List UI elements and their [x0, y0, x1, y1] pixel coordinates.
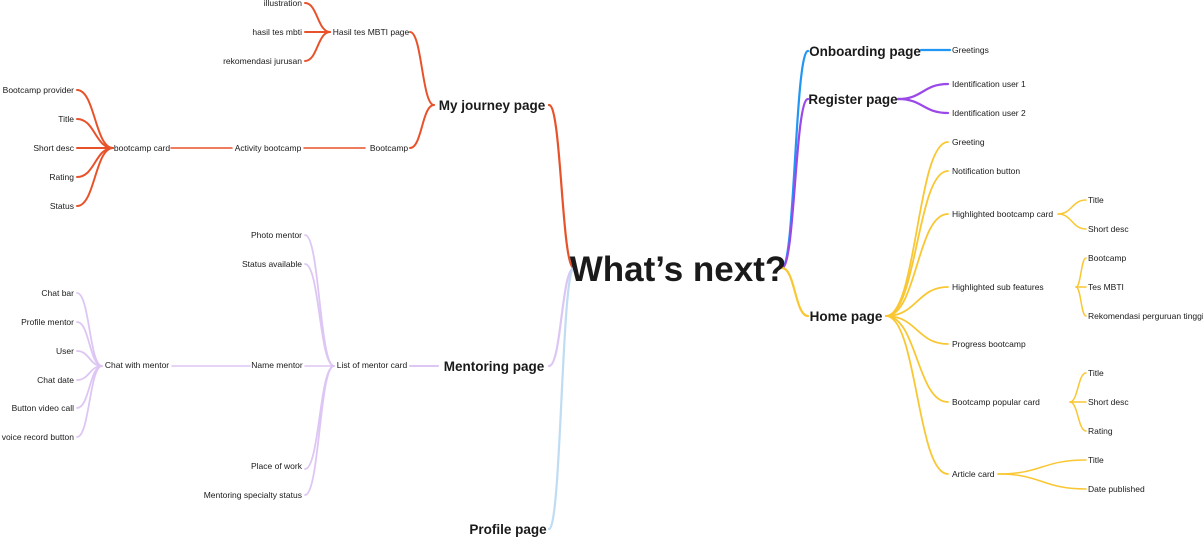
- node-voice-record-button: voice record button: [2, 432, 75, 442]
- node-illustration: illustration: [264, 0, 303, 8]
- node-profile-mentor: Profile mentor: [21, 317, 74, 327]
- node-notification-button: Notification button: [952, 166, 1020, 176]
- node-popular-card-title: Title: [1088, 368, 1104, 378]
- branch-onboarding-page: Onboarding page: [809, 44, 921, 59]
- node-name-mentor: Name mentor: [251, 360, 303, 370]
- node-sub-feature-bootcamp: Bootcamp: [1088, 253, 1127, 263]
- node-activity-bootcamp: Activity bootcamp: [235, 143, 302, 153]
- node-progress-bootcamp: Progress bootcamp: [952, 339, 1026, 349]
- node-hasil-tes-mbti: hasil tes mbti: [252, 27, 302, 37]
- edge-register-id1: [896, 82, 950, 101]
- node-bootcamp-title: Title: [58, 114, 74, 124]
- edge-chat-child-0: [76, 292, 103, 367]
- node-rekomendasi-jurusan: rekomendasi jurusan: [223, 56, 302, 66]
- node-bootcamp: Bootcamp: [370, 143, 409, 153]
- node-article-card: Article card: [952, 469, 995, 479]
- edge-home-child-0: [885, 141, 949, 317]
- edge-card-child-4: [76, 147, 114, 207]
- node-highlighted-sub-features: Highlighted sub features: [952, 282, 1044, 292]
- node-hasil-tes-mbti-page: Hasil tes MBTI page: [333, 27, 410, 37]
- node-bootcamp-card: bootcamp card: [114, 143, 170, 153]
- node-chat-date: Chat date: [37, 375, 74, 385]
- node-bootcamp-provider: Bootcamp provider: [3, 85, 75, 95]
- edge-mbti-child-0: [304, 2, 331, 33]
- edge-mbti-child-2: [304, 31, 331, 62]
- edge-article-title: [997, 459, 1087, 475]
- node-sub-feature-tes-mbti: Tes MBTI: [1088, 282, 1124, 292]
- root-node: What’s next?: [570, 250, 787, 289]
- edge-popular-child-2: [1069, 401, 1087, 432]
- edge-chat-child-5: [76, 365, 103, 438]
- branch-home-page: Home page: [810, 309, 883, 324]
- node-user: User: [56, 346, 74, 356]
- edge-journey-bootcamp: [409, 104, 435, 149]
- edge-subfeat-child-2: [1075, 286, 1087, 317]
- edge-list-child-3: [304, 365, 335, 496]
- node-highlighted-card-title: Title: [1088, 195, 1104, 205]
- branch-my-journey-page: My journey page: [439, 98, 546, 113]
- edge-journey-mbti: [409, 31, 435, 106]
- branch-register-page: Register page: [808, 92, 898, 107]
- node-article-date-published: Date published: [1088, 484, 1145, 494]
- edge-hl-card-title: [1057, 199, 1087, 215]
- node-bootcamp-status: Status: [50, 201, 74, 211]
- edge-card-child-3: [76, 147, 114, 178]
- edge-article-date: [997, 473, 1087, 490]
- node-greeting: Greeting: [952, 137, 985, 147]
- node-status-available: Status available: [242, 259, 302, 269]
- node-chat-bar: Chat bar: [41, 288, 74, 298]
- edge-home-child-4: [885, 315, 949, 345]
- node-sub-feature-rekomendasi: Rekomendasi perguruan tinggi: [1088, 311, 1203, 321]
- edge-register-id2: [896, 97, 950, 115]
- node-bootcamp-popular-card: Bootcamp popular card: [952, 397, 1040, 407]
- node-identification-user-1: Identification user 1: [952, 79, 1026, 89]
- edge-root-journey: [547, 103, 576, 270]
- node-highlighted-card-short-desc: Short desc: [1088, 224, 1129, 234]
- node-highlighted-bootcamp-card: Highlighted bootcamp card: [952, 209, 1053, 219]
- node-chat-with-mentor: Chat with mentor: [105, 360, 169, 370]
- node-identification-user-2: Identification user 2: [952, 108, 1026, 118]
- edge-home-child-2: [885, 213, 949, 317]
- node-place-of-work: Place of work: [251, 461, 303, 471]
- edge-card-child-1: [76, 118, 114, 149]
- edge-list-child-2: [304, 365, 335, 470]
- edge-home-child-5: [885, 315, 949, 403]
- node-bootcamp-rating: Rating: [49, 172, 74, 182]
- edge-subfeat-child-0: [1075, 257, 1087, 288]
- node-mentoring-specialty-status: Mentoring specialty status: [204, 490, 302, 500]
- branch-profile-page: Profile page: [469, 522, 547, 537]
- edge-home-child-6: [885, 315, 949, 475]
- edge-root-onboarding: [780, 49, 810, 270]
- edge-root-mentoring: [547, 266, 576, 368]
- connectors: [76, 2, 1087, 531]
- edge-home-child-3: [885, 286, 949, 317]
- edge-popular-child-0: [1069, 372, 1087, 403]
- edge-list-child-0: [304, 234, 335, 367]
- node-bootcamp-short-desc: Short desc: [33, 143, 74, 153]
- node-photo-mentor: Photo mentor: [251, 230, 302, 240]
- node-list-of-mentor-card: List of mentor card: [337, 360, 408, 370]
- branch-mentoring-page: Mentoring page: [444, 359, 545, 374]
- edge-root-profile: [547, 266, 576, 531]
- node-button-video-call: Button video call: [12, 403, 74, 413]
- edge-home-child-1: [885, 170, 949, 317]
- edge-root-register: [780, 97, 810, 270]
- node-greetings: Greetings: [952, 45, 989, 55]
- node-popular-card-rating: Rating: [1088, 426, 1113, 436]
- node-popular-card-short-desc: Short desc: [1088, 397, 1129, 407]
- edge-root-home: [780, 266, 810, 318]
- edge-list-child-1: [304, 263, 335, 367]
- node-article-card-title: Title: [1088, 455, 1104, 465]
- edge-hl-card-desc: [1057, 213, 1087, 230]
